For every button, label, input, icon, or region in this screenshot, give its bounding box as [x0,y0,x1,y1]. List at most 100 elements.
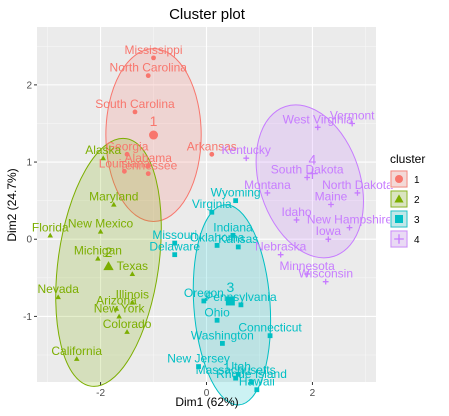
point-virginia [209,209,215,215]
cluster-center-2 [103,261,114,271]
point-label-new-york: New York [94,301,146,315]
point-label-illinois: Illinois [116,288,149,302]
point-label-missouri: Missouri [152,228,197,242]
cluster-ellipse-4 [255,104,364,259]
y-tick-label: 1 [26,158,32,169]
point-wisconsin [322,278,329,285]
point-delaware [172,252,178,258]
point-ohio [214,317,220,323]
point-vermont [349,120,356,127]
point-label-idaho: Idaho [282,205,312,219]
cluster-center-label-1: 1 [150,113,158,129]
point-label-tennessee: Tennessee [119,159,177,173]
point-label-louisiana: Louisiana [99,156,151,170]
point-label-virginia: Virginia [192,197,232,211]
legend-label-3: 3 [414,215,420,226]
legend-label-2: 2 [414,195,420,206]
point-labels: 1 2 3 4 Mississippi North Carolina South Carol… [32,43,393,389]
point-label-michigan: Michigan [74,244,122,258]
point-west-virginia [314,124,321,131]
cluster-center-3 [225,296,235,306]
legend-label-1: 1 [414,175,420,186]
point-colorado [124,329,130,334]
point-nevada [55,294,61,300]
legend: cluster 1 2 3 4 [390,152,425,248]
point-label-new-hampshire: New Hampshire [307,213,393,227]
point-wyoming [233,198,239,204]
point-nebraska [277,251,284,258]
point-arizona [113,305,120,311]
point-kentucky [243,155,250,162]
x-tick-label: 0 [204,388,210,399]
point-minnesota [304,271,311,277]
point-label-north-dakota: North Dakota [322,178,393,192]
point-alabama [145,163,151,169]
point-label-montana: Montana [244,178,291,192]
point-label-nevada: Nevada [38,282,80,296]
point-label-south-dakota: South Dakota [271,162,344,176]
point-label-colorado: Colorado [103,317,152,331]
point-label-kentucky: Kentucky [222,143,271,157]
point-label-indiana: Indiana [213,220,253,234]
point-tennessee [145,171,151,177]
legend-marker-4 [394,234,404,244]
point-arkansas [209,151,215,157]
point-new-mexico [97,228,104,234]
point-new-jersey [196,364,201,369]
point-florida [47,232,54,238]
grid-lines [37,27,376,382]
y-axis-label: Dim2 (24.7%) [5,168,19,241]
point-label-california: California [51,344,102,358]
point-oregon [201,298,207,304]
point-label-north-carolina: North Carolina [110,61,188,75]
cluster-center-1 [149,130,159,140]
y-tick-label: 0 [26,235,32,246]
point-label-rhode-island: Rhode Island [216,367,287,381]
point-pennsylvania [238,302,244,308]
point-rhode-island [249,379,254,385]
legend-marker-2 [394,194,404,203]
cluster-center-4 [307,168,318,180]
point-new-hampshire [346,224,353,231]
point-indiana [230,232,236,238]
cluster-centers [103,130,318,306]
x-tick-label: 2 [310,388,316,399]
x-tick-label: -2 [96,388,105,399]
point-north-dakota [354,190,361,196]
cluster-ellipses [55,48,364,406]
point-label-mississippi: Mississippi [125,43,183,57]
point-label-pennsylvania: Pennsylvania [205,290,277,304]
point-label-maine: Maine [315,190,348,204]
point-oklahoma [214,243,220,248]
point-utah [235,371,241,377]
point-label-alabama: Alabama [125,151,173,165]
point-label-arkansas: Arkansas [187,139,237,153]
point-label-delaware: Delaware [149,240,200,254]
point-label-arizona: Arizona [96,294,137,308]
cluster-center-label-4: 4 [309,152,317,168]
point-maine [328,201,334,208]
x-axis-label: Dim1 (62%) [175,395,238,409]
point-massachusetts [233,375,239,381]
data-points [47,55,361,393]
point-maryland [111,201,117,207]
legend-marker-3 [395,215,403,223]
chart-title: Cluster plot [169,6,246,23]
point-california [73,356,80,361]
y-tick-label: 2 [26,80,32,91]
point-idaho [293,217,300,223]
point-label-oregon: Oregon [184,286,224,300]
point-label-massachusetts: Massachusetts [196,363,276,377]
point-label-maryland: Maryland [89,190,138,204]
legend-marker-1 [395,175,403,183]
legend-title: cluster [390,152,425,166]
point-label-iowa: Iowa [316,224,342,238]
point-label-nebraska: Nebraska [255,240,307,254]
point-washington [219,341,225,346]
point-connecticut [267,333,273,339]
point-label-ohio: Ohio [204,305,230,319]
point-kansas [235,244,241,250]
point-label-connecticut: Connecticut [238,321,302,335]
point-label-texas: Texas [117,259,148,273]
